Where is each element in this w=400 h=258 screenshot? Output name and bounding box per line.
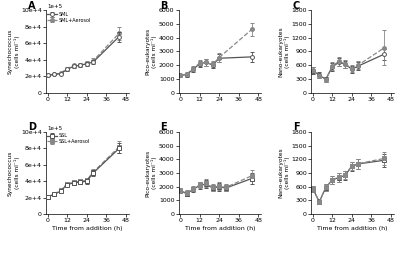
Legend: SML, SML+Aerosol: SML, SML+Aerosol: [46, 11, 92, 23]
Y-axis label: Pico-eukaryotes
(cells ml⁻¹): Pico-eukaryotes (cells ml⁻¹): [145, 28, 157, 75]
X-axis label: Time from addition (h): Time from addition (h): [317, 226, 388, 231]
Text: 1e+5: 1e+5: [48, 126, 63, 131]
Text: B: B: [160, 1, 168, 11]
X-axis label: Time from addition (h): Time from addition (h): [52, 226, 123, 231]
Y-axis label: Nano-eukaryotes
(cells ml⁻¹): Nano-eukaryotes (cells ml⁻¹): [278, 148, 290, 198]
Y-axis label: Synechococcus
(cells ml⁻¹): Synechococcus (cells ml⁻¹): [8, 150, 20, 196]
Text: E: E: [160, 122, 167, 132]
Y-axis label: Pico-eukaryotes
(cells ml⁻¹): Pico-eukaryotes (cells ml⁻¹): [145, 149, 157, 197]
Y-axis label: Synechococcus
(cells ml⁻¹): Synechococcus (cells ml⁻¹): [8, 29, 20, 74]
Text: F: F: [293, 122, 300, 132]
Text: C: C: [293, 1, 300, 11]
X-axis label: Time from addition (h): Time from addition (h): [185, 226, 255, 231]
Legend: SSL, SSL+Aerosol: SSL, SSL+Aerosol: [46, 132, 91, 145]
Text: D: D: [28, 122, 36, 132]
Text: 1e+5: 1e+5: [48, 4, 63, 10]
Text: A: A: [28, 1, 35, 11]
Y-axis label: Nano-eukaryotes
(cells ml⁻¹): Nano-eukaryotes (cells ml⁻¹): [278, 26, 290, 77]
